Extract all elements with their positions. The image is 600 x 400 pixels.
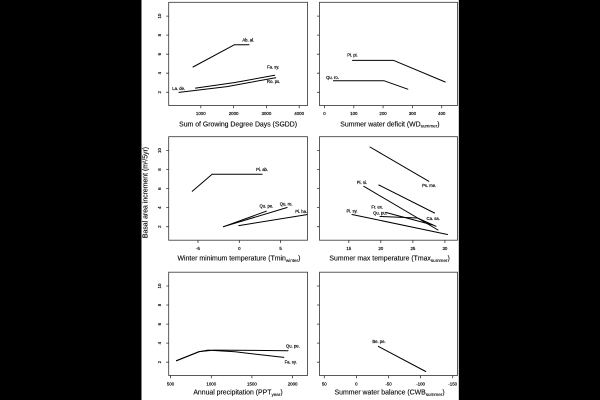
svg-text:Summer water balance (CWBsumme: Summer water balance (CWBsummer) [335,390,445,397]
svg-text:100: 100 [350,111,358,116]
svg-text:2000: 2000 [288,381,298,386]
svg-text:2000: 2000 [229,111,239,116]
svg-text:Pi. ab.: Pi. ab. [256,167,268,172]
svg-text:Fa. sy.: Fa. sy. [285,359,297,364]
svg-text:8: 8 [157,168,162,171]
svg-text:8: 8 [157,303,162,306]
svg-text:Pi. sy.: Pi. sy. [346,209,357,214]
svg-text:15: 15 [346,246,351,251]
svg-text:4: 4 [157,206,162,209]
svg-text:400: 400 [438,111,446,116]
svg-text:4: 4 [157,71,162,74]
svg-text:1000: 1000 [196,111,206,116]
svg-text:200: 200 [379,111,387,116]
svg-text:Qu. pe.: Qu. pe. [260,204,274,209]
svg-text:Ca. sa.: Ca. sa. [427,216,440,221]
svg-text:Qu. pe.: Qu. pe. [286,344,300,349]
svg-text:3000: 3000 [262,111,272,116]
svg-text:30: 30 [442,246,447,251]
svg-text:-100: -100 [416,381,425,386]
svg-text:Winter minimum temperature (Tm: Winter minimum temperature (Tminwinter) [178,256,301,263]
svg-text:10: 10 [157,13,162,18]
svg-text:Sum of Growing Degree Days (SG: Sum of Growing Degree Days (SGDD) [179,121,297,128]
svg-text:1000: 1000 [206,381,216,386]
svg-text:Annual precipitation (PPTyear): Annual precipitation (PPTyear) [193,390,282,397]
svg-text:1500: 1500 [247,381,257,386]
svg-text:Summer water deficit (WDsummer: Summer water deficit (WDsummer) [340,121,439,128]
svg-text:Qu. ro.: Qu. ro. [326,75,339,80]
svg-text:25: 25 [410,246,415,251]
svg-text:4000: 4000 [294,111,304,116]
svg-text:5: 5 [279,246,282,251]
svg-text:Ab. al.: Ab. al. [242,38,254,43]
svg-text:500: 500 [167,381,175,386]
svg-text:Fr. ex.: Fr. ex. [371,205,383,210]
svg-text:-50: -50 [385,381,392,386]
svg-text:20: 20 [378,246,383,251]
svg-text:Be. pe.: Be. pe. [372,339,385,344]
svg-text:8: 8 [157,33,162,36]
svg-text:Summer max temperature (Tmaxsu: Summer max temperature (Tmaxsummer) [329,256,449,263]
svg-text:10: 10 [157,283,162,288]
svg-text:Ps. me.: Ps. me. [422,183,436,188]
svg-text:10: 10 [157,148,162,153]
svg-text:Qu. ro.: Qu. ro. [280,202,293,207]
svg-text:Pi. ha.: Pi. ha. [295,209,307,214]
svg-text:Qu. pu.: Qu. pu. [373,211,387,216]
svg-text:-150: -150 [448,381,457,386]
svg-text:300: 300 [409,111,417,116]
svg-text:6: 6 [157,187,162,190]
svg-text:2: 2 [157,225,162,228]
svg-text:6: 6 [157,52,162,55]
svg-text:Basal area increment (m²/5yr): Basal area increment (m²/5yr) [143,147,150,238]
svg-text:4: 4 [157,341,162,344]
svg-text:Pi. pi.: Pi. pi. [347,53,357,58]
svg-text:0: 0 [238,246,241,251]
svg-text:50: 50 [322,381,327,386]
svg-text:La. de.: La. de. [172,86,185,91]
svg-text:Fa. sy.: Fa. sy. [267,65,279,70]
svg-text:Ro. ps.: Ro. ps. [267,79,280,84]
svg-text:0: 0 [323,111,326,116]
svg-text:2: 2 [157,91,162,94]
svg-text:0: 0 [355,381,358,386]
svg-text:-5: -5 [196,246,200,251]
svg-text:Pi. ni.: Pi. ni. [357,180,367,185]
svg-text:2: 2 [157,360,162,363]
svg-text:6: 6 [157,322,162,325]
